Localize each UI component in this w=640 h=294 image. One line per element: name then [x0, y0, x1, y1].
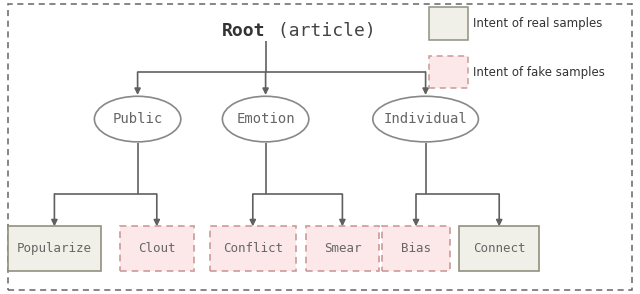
FancyBboxPatch shape — [210, 226, 296, 271]
Text: Emotion: Emotion — [236, 112, 295, 126]
Ellipse shape — [223, 96, 308, 142]
Text: Root: Root — [222, 22, 266, 40]
Text: Individual: Individual — [384, 112, 467, 126]
FancyBboxPatch shape — [460, 226, 540, 271]
FancyBboxPatch shape — [306, 226, 380, 271]
FancyBboxPatch shape — [383, 226, 450, 271]
Text: Smear: Smear — [324, 242, 361, 255]
Text: Public: Public — [113, 112, 163, 126]
Text: Intent of fake samples: Intent of fake samples — [473, 66, 605, 78]
Text: Popularize: Popularize — [17, 242, 92, 255]
FancyBboxPatch shape — [429, 56, 468, 88]
Ellipse shape — [372, 96, 479, 142]
Text: Connect: Connect — [473, 242, 525, 255]
FancyBboxPatch shape — [429, 7, 468, 40]
FancyBboxPatch shape — [8, 226, 101, 271]
Ellipse shape — [94, 96, 181, 142]
FancyBboxPatch shape — [120, 226, 193, 271]
Text: Clout: Clout — [138, 242, 175, 255]
Text: Conflict: Conflict — [223, 242, 283, 255]
Text: Bias: Bias — [401, 242, 431, 255]
Text: Intent of real samples: Intent of real samples — [473, 17, 602, 30]
Text: (article): (article) — [267, 22, 376, 40]
